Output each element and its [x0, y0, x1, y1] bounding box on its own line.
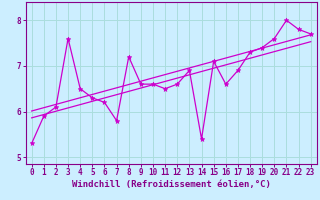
X-axis label: Windchill (Refroidissement éolien,°C): Windchill (Refroidissement éolien,°C): [72, 180, 271, 189]
